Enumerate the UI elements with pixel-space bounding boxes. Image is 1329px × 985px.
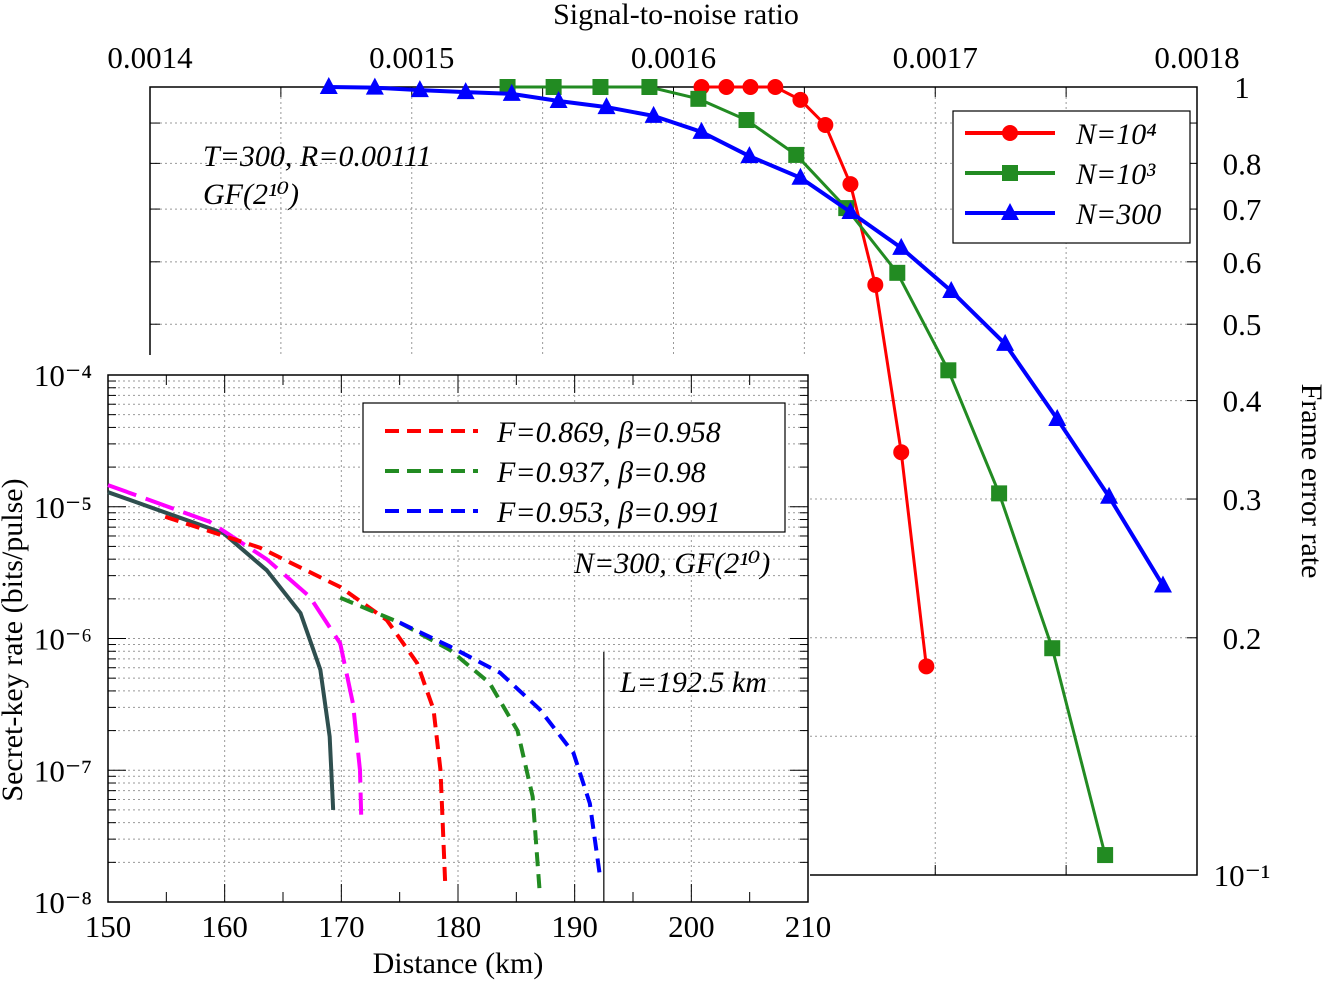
rate-curve-3: [339, 595, 542, 892]
data-point-triangle: [996, 333, 1015, 351]
annotation: N=300, GF(2¹⁰): [573, 547, 770, 580]
annotation: GF(2¹⁰): [203, 178, 299, 211]
legend-label: N=300: [1075, 198, 1161, 231]
data-point-triangle: [456, 82, 475, 100]
legend-label: F=0.937, β=0.98: [496, 456, 706, 489]
y-tick-label: 10⁻⁷: [34, 753, 92, 788]
x-tick-label: 170: [318, 909, 365, 944]
data-point-triangle: [365, 77, 384, 95]
data-point-circle: [767, 79, 784, 95]
x-tick-label: 150: [85, 909, 132, 944]
x-tick-label: 0.0015: [369, 40, 454, 75]
legend-marker-triangle: [1001, 203, 1019, 220]
legend-marker-square: [1002, 165, 1018, 181]
x-tick-label: 0.0016: [631, 40, 716, 75]
legend: N=10⁴ N=10³ N=300: [952, 110, 1191, 244]
data-point-square: [940, 362, 957, 379]
data-point-square: [1044, 640, 1061, 657]
rate-curve-2: [164, 514, 448, 883]
y-tick-label: 10⁻¹: [1214, 858, 1271, 893]
x-tick-label: 0.0018: [1154, 40, 1239, 75]
y-axis-title: Secret-key rate (bits/pulse): [0, 478, 29, 801]
y-tick-label: 1: [1234, 70, 1250, 105]
y-tick-label: 0.4: [1223, 384, 1262, 419]
x-tick-label: 210: [785, 909, 832, 944]
data-point-square: [889, 264, 906, 281]
data-point-triangle: [942, 280, 961, 298]
x-axis-title: Signal-to-noise ratio: [553, 0, 799, 31]
data-point-square: [991, 485, 1008, 502]
y-tick-label: 0.8: [1223, 146, 1262, 181]
y-tick-label: 0.7: [1223, 192, 1262, 227]
data-point-circle: [867, 276, 884, 293]
legend-label: N=10⁴: [1075, 118, 1157, 151]
y-tick-label: 0.5: [1223, 307, 1262, 342]
data-point-circle: [893, 444, 910, 461]
data-point-triangle: [410, 80, 429, 98]
data-point-triangle: [502, 83, 521, 101]
x-tick-label: 0.0014: [107, 40, 193, 75]
legend-marker-circle: [1002, 125, 1018, 141]
rate-curve-4: [398, 620, 603, 880]
x-tick-label: 180: [435, 909, 482, 944]
y-tick-label: 0.6: [1223, 245, 1262, 280]
legend-label: F=0.869, β=0.958: [496, 416, 721, 449]
data-point-square: [592, 79, 609, 95]
x-tick-label: 160: [201, 909, 248, 944]
data-point-triangle: [549, 90, 568, 108]
data-point-circle: [718, 79, 735, 95]
data-point-circle: [842, 176, 859, 193]
rate-curve-1: [107, 483, 364, 815]
data-point-triangle: [597, 97, 616, 115]
data-point-triangle: [892, 237, 911, 255]
y-tick-label: 10⁻⁸: [34, 885, 92, 920]
data-point-square: [545, 79, 562, 95]
y-tick-label: 10⁻⁴: [34, 358, 92, 393]
series-line-2: [328, 85, 1165, 587]
data-point-triangle: [319, 77, 338, 94]
data-point-triangle: [692, 121, 711, 139]
data-point-circle: [918, 658, 935, 675]
data-point-circle: [742, 79, 759, 95]
inset-legend: F=0.869, β=0.958 F=0.937, β=0.98 F=0.953, …: [362, 402, 786, 533]
series-line-0: [701, 85, 928, 667]
data-point-triangle: [791, 167, 810, 185]
y-tick-label: 0.3: [1223, 482, 1262, 517]
legend-label: N=10³: [1075, 158, 1156, 191]
data-point-square: [788, 146, 805, 163]
annotation: T=300, R=0.00111: [203, 140, 432, 173]
data-point-circle: [817, 116, 834, 133]
data-point-square: [690, 90, 707, 107]
x-axis-title: Distance (km): [373, 947, 544, 980]
data-point-square: [641, 79, 658, 95]
y-tick-label: 10⁻⁵: [34, 490, 92, 525]
y-tick-label: 0.2: [1223, 621, 1262, 656]
inset-frame: [107, 374, 809, 903]
data-point-triangle: [1048, 409, 1067, 427]
legend-label: F=0.953, β=0.991: [496, 496, 721, 529]
data-point-triangle: [1153, 575, 1172, 593]
data-point-circle: [792, 91, 809, 108]
data-point-triangle: [740, 146, 759, 164]
x-tick-label: 200: [668, 909, 715, 944]
data-point-square: [738, 112, 755, 129]
data-point-triangle: [1100, 486, 1119, 504]
y-tick-label: 10⁻⁶: [34, 622, 92, 657]
data-point-triangle: [644, 105, 663, 123]
annotation: L=192.5 km: [619, 666, 767, 699]
x-tick-label: 190: [551, 909, 598, 944]
y-axis-title: Frame error rate: [1295, 384, 1328, 579]
data-point-square: [1097, 847, 1114, 864]
data-point-triangle: [841, 202, 860, 220]
x-tick-label: 0.0017: [893, 40, 978, 75]
